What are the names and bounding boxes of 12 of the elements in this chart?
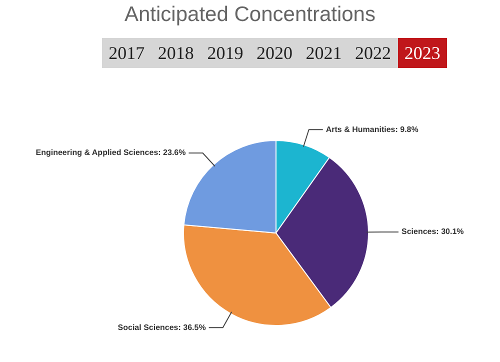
slice-label: Engineering & Applied Sciences: 23.6% <box>36 148 186 158</box>
text: 2023 <box>398 38 447 68</box>
text: 2021 <box>304 42 343 64</box>
slice-label: Social Sciences: 36.5% <box>118 322 206 332</box>
text: 2019 <box>206 42 244 64</box>
slice-label: Sciences: 30.1% <box>401 227 464 236</box>
text: 2017 <box>108 42 146 64</box>
chart-title: Anticipated Concentrations <box>124 3 376 27</box>
text: 2018 <box>156 42 195 64</box>
text: 2020 <box>255 42 294 64</box>
slice-label: Arts & Humanities: 9.8% <box>326 124 418 134</box>
text: 2022 <box>354 42 392 64</box>
